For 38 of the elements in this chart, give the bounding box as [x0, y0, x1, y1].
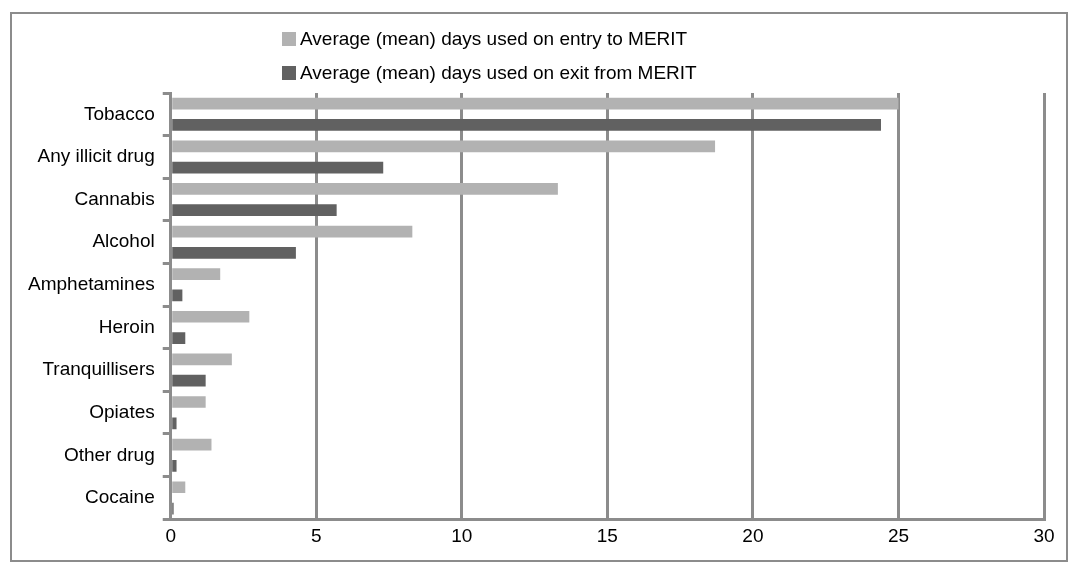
bar	[172, 204, 337, 217]
bar	[172, 353, 232, 366]
y-tick-label: Tranquillisers	[42, 358, 155, 380]
bar	[172, 246, 296, 259]
bar	[172, 460, 177, 472]
y-tick-label: Alcohol	[92, 230, 155, 252]
y-tick-label: Cocaine	[85, 486, 155, 508]
x-tick-label: 0	[165, 524, 177, 546]
bar	[172, 119, 881, 131]
legend-label: Average (mean) days used on exit from MERIT	[300, 62, 697, 84]
bar	[172, 438, 212, 451]
legend-label: Average (mean) days used on entry to MERIT	[300, 28, 688, 50]
bar	[172, 225, 413, 238]
y-tick-label: Opiates	[89, 400, 155, 422]
y-tick-label: Other drug	[63, 443, 155, 465]
bar	[172, 140, 716, 153]
bar	[172, 97, 899, 110]
y-tick-label: Tobacco	[83, 102, 155, 124]
bar	[172, 310, 250, 323]
bar	[172, 183, 558, 195]
x-tick-label: 25	[887, 524, 910, 546]
x-tick-label: 30	[1033, 524, 1055, 546]
y-tick-label: Cannabis	[74, 187, 155, 209]
bar	[172, 268, 221, 280]
y-tick-label: Amphetamines	[27, 273, 155, 295]
y-tick-label: Heroin	[98, 315, 155, 337]
bar	[172, 289, 183, 302]
bar	[172, 161, 384, 174]
bar	[172, 332, 186, 344]
x-tick-label: 15	[596, 524, 618, 546]
x-tick-label: 5	[310, 524, 322, 546]
bar	[172, 374, 206, 387]
bar	[172, 481, 186, 494]
bar	[172, 417, 177, 430]
x-tick-label: 20	[742, 524, 764, 546]
x-tick-label: 10	[451, 524, 473, 546]
bar	[172, 396, 206, 408]
y-tick-label: Any illicit drug	[37, 145, 155, 167]
